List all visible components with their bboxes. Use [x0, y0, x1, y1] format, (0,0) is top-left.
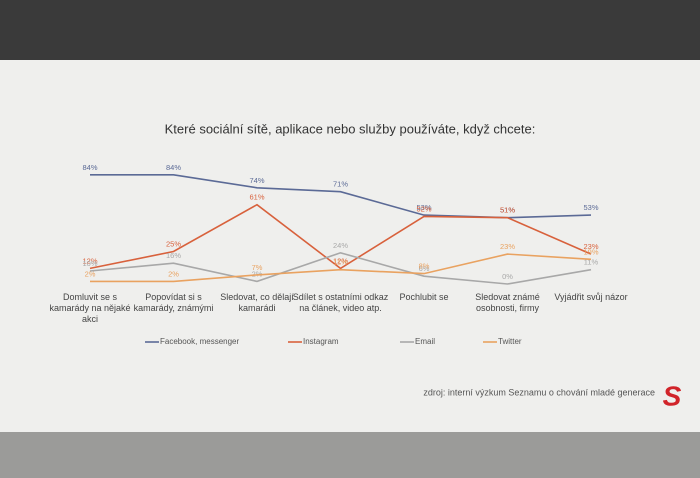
- x-tick-label: Sledovat, co dělají kamarádi: [220, 292, 294, 313]
- floor: [0, 432, 700, 478]
- value-label: 74%: [249, 176, 264, 185]
- value-label: 23%: [583, 242, 598, 251]
- value-label: 71%: [333, 180, 348, 189]
- value-label: 19%: [583, 247, 598, 256]
- value-label: 16%: [166, 251, 181, 260]
- x-tick-label: Sledovat známé osobnosti, firmy: [475, 292, 540, 313]
- legend-label: Email: [415, 337, 435, 346]
- series-line: [90, 253, 592, 283]
- value-label: 11%: [333, 258, 348, 267]
- legend-label: Facebook, messenger: [160, 337, 239, 346]
- value-label: 84%: [166, 163, 181, 172]
- value-label: 53%: [583, 203, 598, 212]
- value-label: 24%: [333, 241, 348, 250]
- chart-title: Které sociální sítě, aplikace nebo služb…: [165, 121, 536, 136]
- logo: S: [663, 380, 682, 411]
- x-tick-label: Domluvit se s kamarády na nějaké akci: [49, 292, 131, 324]
- x-tick-label: Vyjádřit svůj názor: [554, 292, 628, 302]
- x-tick-label: Popovídat si s kamarády, známými: [133, 292, 214, 313]
- value-label: 12%: [82, 256, 97, 265]
- value-label: 2%: [85, 269, 96, 278]
- value-label: 51%: [500, 206, 515, 215]
- x-tick-label: Pochlubit se: [399, 292, 449, 302]
- value-label: 61%: [249, 193, 264, 202]
- value-label: 25%: [166, 239, 181, 248]
- value-label: 23%: [500, 242, 515, 251]
- value-label: 52%: [416, 204, 431, 213]
- value-label: 12%: [333, 256, 348, 265]
- value-label: 53%: [416, 203, 431, 212]
- value-label: 10%: [82, 259, 97, 268]
- slide: [0, 60, 700, 432]
- value-label: 7%: [252, 263, 263, 272]
- value-label: 2%: [252, 269, 263, 278]
- series-line: [89, 251, 592, 285]
- series-line: [89, 203, 592, 270]
- legend-label: Instagram: [303, 337, 339, 346]
- value-label: 0%: [502, 272, 513, 281]
- value-label: 8%: [419, 262, 430, 271]
- value-label: 11%: [584, 258, 599, 267]
- x-tick-label: Sdílet s ostatními odkaz na článek, vide…: [292, 292, 389, 313]
- value-label: 84%: [82, 163, 97, 172]
- legend-label: Twitter: [498, 337, 522, 346]
- value-label: 51%: [500, 206, 515, 215]
- source: zdroj: interní výzkum Seznamu o chování …: [423, 387, 655, 397]
- value-label: 6%: [419, 264, 430, 273]
- value-label: 2%: [168, 269, 179, 278]
